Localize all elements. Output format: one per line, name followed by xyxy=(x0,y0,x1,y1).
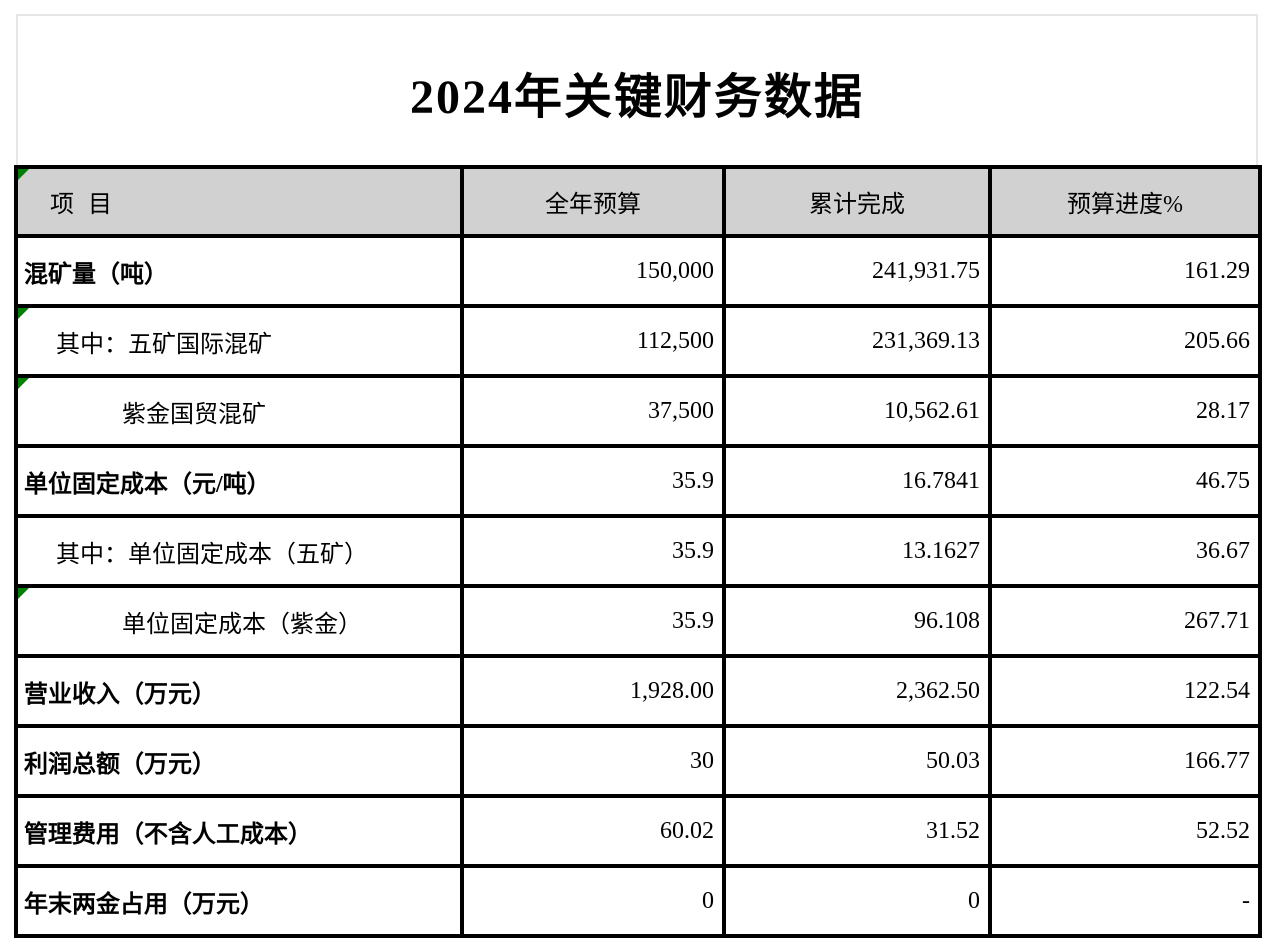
cumulative-cell[interactable]: 231,369.13 xyxy=(722,304,992,378)
progress-cell[interactable]: 36.67 xyxy=(988,514,1262,588)
item-label-cell[interactable]: 营业收入（万元） xyxy=(14,654,464,728)
annual-budget-cell[interactable]: 150,000 xyxy=(460,234,726,308)
item-label-cell[interactable]: 单位固定成本（元/吨） xyxy=(14,444,464,518)
annual-budget-cell[interactable]: 35.9 xyxy=(460,584,726,658)
table-row: 营业收入（万元） 1,928.00 2,362.50 122.54 xyxy=(14,654,1262,728)
error-indicator-icon xyxy=(20,171,29,180)
cumulative-cell[interactable]: 31.52 xyxy=(722,794,992,868)
annual-budget-cell[interactable]: 0 xyxy=(460,864,726,938)
item-label-cell[interactable]: 混矿量（吨） xyxy=(14,234,464,308)
progress-cell[interactable]: 161.29 xyxy=(988,234,1262,308)
header-row: 项目 全年预算 累计完成 预算进度% xyxy=(14,165,1262,238)
table-row: 其中：五矿国际混矿 112,500 231,369.13 205.66 xyxy=(14,304,1262,378)
progress-cell[interactable]: 46.75 xyxy=(988,444,1262,518)
cumulative-cell[interactable]: 2,362.50 xyxy=(722,654,992,728)
item-label-text: 单位固定成本（紫金） xyxy=(122,611,362,638)
progress-cell[interactable]: 28.17 xyxy=(988,374,1262,448)
error-indicator-icon xyxy=(20,380,29,389)
item-label-cell[interactable]: 单位固定成本（紫金） xyxy=(14,584,464,658)
item-label-cell[interactable]: 管理费用（不含人工成本） xyxy=(14,794,464,868)
item-label-text: 其中：五矿国际混矿 xyxy=(56,331,272,358)
progress-cell[interactable]: 52.52 xyxy=(988,794,1262,868)
table-row: 紫金国贸混矿 37,500 10,562.61 28.17 xyxy=(14,374,1262,448)
annual-budget-cell[interactable]: 30 xyxy=(460,724,726,798)
cumulative-cell[interactable]: 50.03 xyxy=(722,724,992,798)
cumulative-cell[interactable]: 0 xyxy=(722,864,992,938)
table-row: 年末两金占用（万元） 0 0 - xyxy=(14,864,1262,938)
item-label-cell[interactable]: 其中：单位固定成本（五矿） xyxy=(14,514,464,588)
col-header-item[interactable]: 项目 xyxy=(14,165,464,238)
annual-budget-cell[interactable]: 35.9 xyxy=(460,444,726,518)
page-title: 2024年关键财务数据 xyxy=(409,70,864,124)
table-row: 管理费用（不含人工成本） 60.02 31.52 52.52 xyxy=(14,794,1262,868)
table-row: 单位固定成本（紫金） 35.9 96.108 267.71 xyxy=(14,584,1262,658)
progress-cell[interactable]: 205.66 xyxy=(988,304,1262,378)
cumulative-cell[interactable]: 13.1627 xyxy=(722,514,992,588)
annual-budget-cell[interactable]: 37,500 xyxy=(460,374,726,448)
annual-budget-cell[interactable]: 60.02 xyxy=(460,794,726,868)
error-indicator-icon xyxy=(20,590,29,599)
annual-budget-cell[interactable]: 35.9 xyxy=(460,514,726,588)
item-label-cell[interactable]: 紫金国贸混矿 xyxy=(14,374,464,448)
annual-budget-cell[interactable]: 1,928.00 xyxy=(460,654,726,728)
progress-cell[interactable]: 267.71 xyxy=(988,584,1262,658)
cumulative-cell[interactable]: 16.7841 xyxy=(722,444,992,518)
progress-cell[interactable]: 122.54 xyxy=(988,654,1262,728)
item-label-cell[interactable]: 其中：五矿国际混矿 xyxy=(14,304,464,378)
table-row: 利润总额（万元） 30 50.03 166.77 xyxy=(14,724,1262,798)
cumulative-cell[interactable]: 10,562.61 xyxy=(722,374,992,448)
col-header-item-label: 项目 xyxy=(50,192,126,218)
cumulative-cell[interactable]: 96.108 xyxy=(722,584,992,658)
table-row: 混矿量（吨） 150,000 241,931.75 161.29 xyxy=(14,234,1262,308)
item-label-cell[interactable]: 年末两金占用（万元） xyxy=(14,864,464,938)
table-row: 其中：单位固定成本（五矿） 35.9 13.1627 36.67 xyxy=(14,514,1262,588)
item-label-cell[interactable]: 利润总额（万元） xyxy=(14,724,464,798)
table-row: 单位固定成本（元/吨） 35.9 16.7841 46.75 xyxy=(14,444,1262,518)
item-label-text: 紫金国贸混矿 xyxy=(122,401,266,428)
financial-table: 项目 全年预算 累计完成 预算进度% 混矿量（吨） 150,000 241,93… xyxy=(14,165,1262,938)
title-area: 2024年关键财务数据 xyxy=(16,14,1258,167)
col-header-annual-budget[interactable]: 全年预算 xyxy=(460,165,726,238)
col-header-cumulative[interactable]: 累计完成 xyxy=(722,165,992,238)
table-body: 混矿量（吨） 150,000 241,931.75 161.29 其中：五矿国际… xyxy=(14,234,1262,938)
cumulative-cell[interactable]: 241,931.75 xyxy=(722,234,992,308)
progress-cell[interactable]: 166.77 xyxy=(988,724,1262,798)
table-header: 项目 全年预算 累计完成 预算进度% xyxy=(14,165,1262,238)
progress-cell[interactable]: - xyxy=(988,864,1262,938)
col-header-progress[interactable]: 预算进度% xyxy=(988,165,1262,238)
annual-budget-cell[interactable]: 112,500 xyxy=(460,304,726,378)
error-indicator-icon xyxy=(20,310,29,319)
